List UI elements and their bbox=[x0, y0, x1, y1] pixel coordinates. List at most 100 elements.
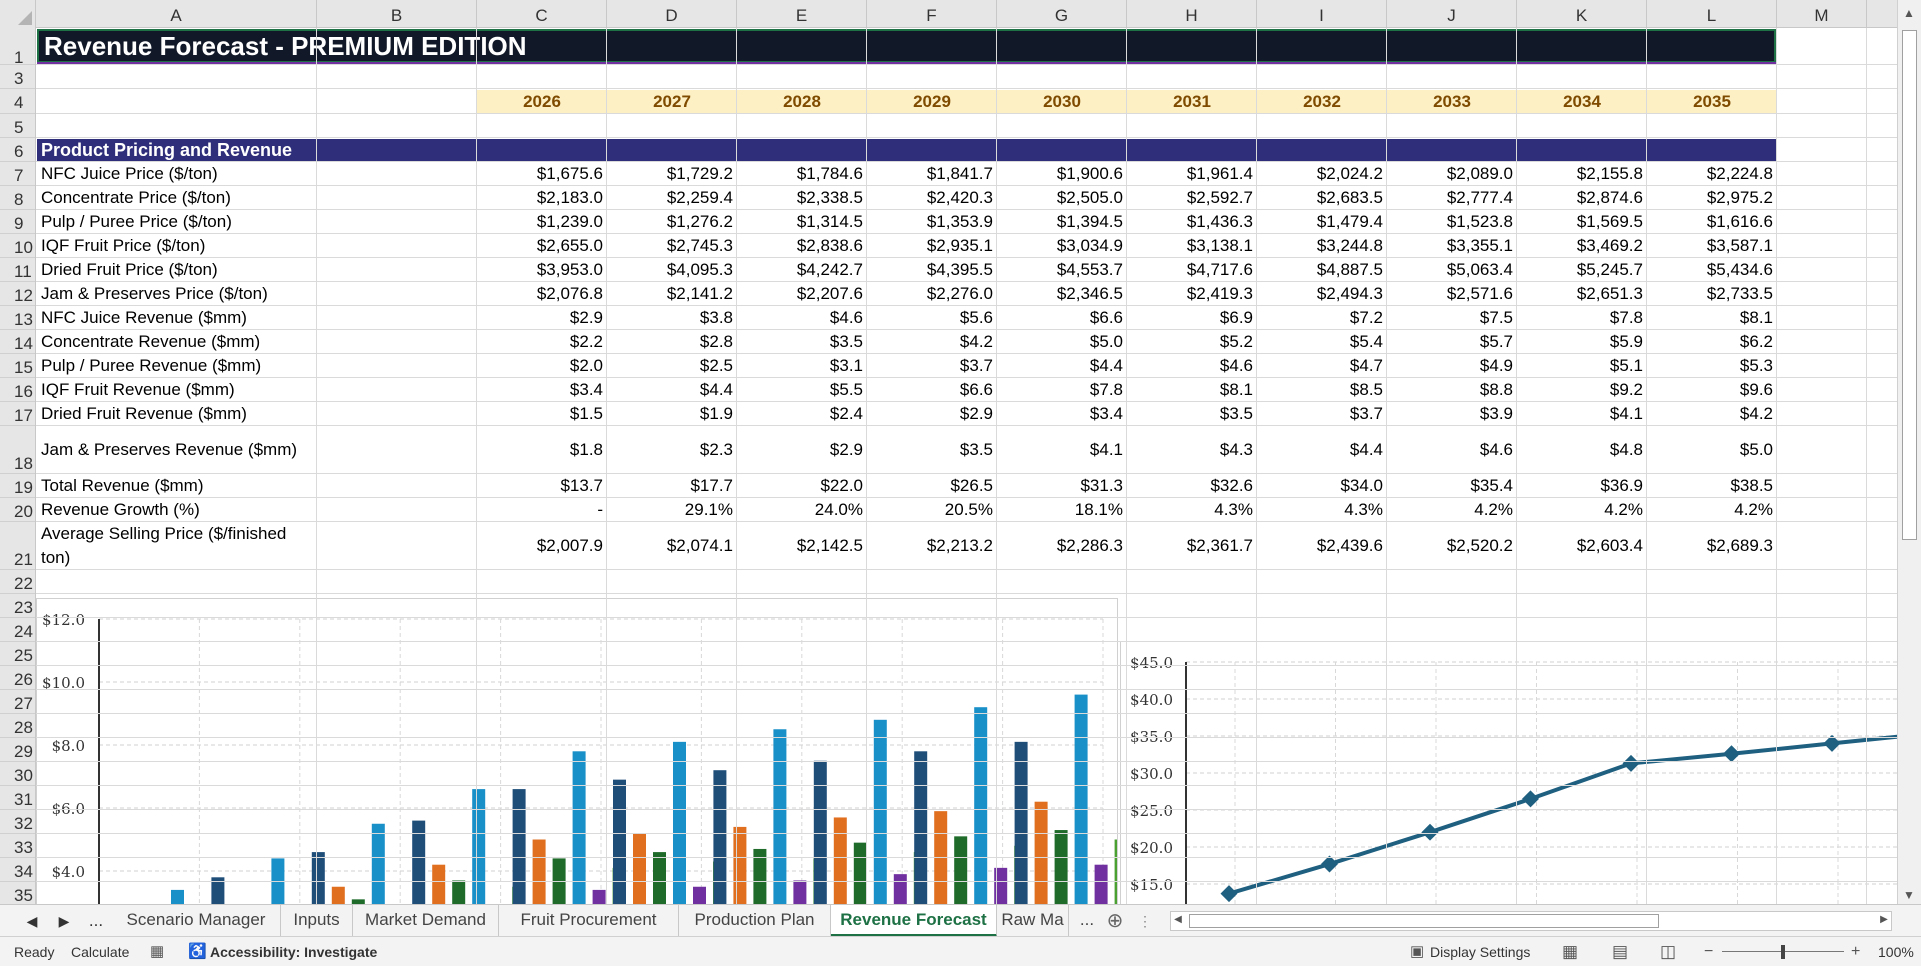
value-cell[interactable]: $2,420.3 bbox=[926, 188, 993, 207]
zoom-in-icon[interactable]: + bbox=[1851, 943, 1861, 960]
value-cell[interactable]: $1.8 bbox=[569, 440, 603, 459]
row-label[interactable]: IQF Fruit Price ($/ton) bbox=[41, 236, 206, 255]
bar-2031-s2[interactable] bbox=[653, 852, 666, 904]
column-header-f[interactable]: F bbox=[867, 0, 997, 28]
tab-splitter-icon[interactable]: ⋮ bbox=[1138, 913, 1152, 929]
value-cell[interactable]: $2,346.5 bbox=[1056, 284, 1123, 303]
value-cell[interactable]: $3,355.1 bbox=[1446, 236, 1513, 255]
value-cell[interactable]: $4,395.5 bbox=[926, 260, 993, 279]
bar-2029-s1[interactable] bbox=[432, 864, 446, 904]
value-cell[interactable]: $2,975.2 bbox=[1706, 188, 1773, 207]
value-cell[interactable]: $2.5 bbox=[699, 356, 733, 375]
value-cell[interactable]: $1,276.2 bbox=[666, 212, 733, 231]
row-header-29[interactable]: 29 bbox=[0, 738, 35, 762]
value-cell[interactable]: $1,675.6 bbox=[536, 164, 603, 183]
value-cell[interactable]: $2,276.0 bbox=[926, 284, 993, 303]
value-cell[interactable]: 4.2% bbox=[1604, 500, 1643, 519]
row-header-21[interactable]: 21 bbox=[0, 522, 35, 570]
row-header-25[interactable]: 25 bbox=[0, 642, 35, 666]
year-header[interactable]: 2031 bbox=[1173, 92, 1211, 111]
bar-2035-s4[interactable] bbox=[1094, 864, 1108, 904]
value-cell[interactable]: $5,245.7 bbox=[1576, 260, 1643, 279]
value-cell[interactable]: $8.8 bbox=[1479, 380, 1513, 399]
column-header-j[interactable]: J bbox=[1387, 0, 1517, 28]
value-cell[interactable]: $6.9 bbox=[1219, 308, 1253, 327]
value-cell[interactable]: $9.6 bbox=[1739, 380, 1773, 399]
value-cell[interactable]: $3.4 bbox=[1089, 404, 1123, 423]
value-cell[interactable]: $2,259.4 bbox=[666, 188, 733, 207]
value-cell[interactable]: $1,239.0 bbox=[536, 212, 603, 231]
value-cell[interactable]: $7.8 bbox=[1089, 380, 1123, 399]
bar-2030-s3[interactable] bbox=[572, 751, 586, 904]
row-label[interactable]: Average Selling Price ($/finished ton) bbox=[41, 524, 287, 567]
value-cell[interactable]: $5.1 bbox=[1609, 356, 1643, 375]
row-header-1[interactable]: 1 bbox=[0, 28, 35, 67]
horizontal-scrollbar[interactable]: ◀ ▶ bbox=[1170, 911, 1892, 931]
value-cell[interactable]: $2.2 bbox=[569, 332, 603, 351]
bar-2028-s3[interactable] bbox=[371, 823, 385, 904]
value-cell[interactable]: $1,900.6 bbox=[1056, 164, 1123, 183]
worksheet-grid[interactable]: Revenue Forecast - PREMIUM EDITION Produ… bbox=[36, 28, 1897, 904]
value-cell[interactable]: $7.5 bbox=[1479, 308, 1513, 327]
value-cell[interactable]: $3,953.0 bbox=[536, 260, 603, 279]
value-cell[interactable]: $3.5 bbox=[829, 332, 863, 351]
column-header-d[interactable]: D bbox=[607, 0, 737, 28]
column-header-h[interactable]: H bbox=[1127, 0, 1257, 28]
value-cell[interactable]: $1,479.4 bbox=[1316, 212, 1383, 231]
value-cell[interactable]: 4.3% bbox=[1214, 500, 1253, 519]
bar-2035-s5[interactable] bbox=[1114, 839, 1117, 905]
value-cell[interactable]: $4.6 bbox=[1219, 356, 1253, 375]
bar-2033-s0[interactable] bbox=[813, 760, 827, 904]
value-cell[interactable]: $31.3 bbox=[1080, 476, 1123, 495]
value-cell[interactable]: $26.5 bbox=[950, 476, 993, 495]
row-header-6[interactable]: 6 bbox=[0, 138, 35, 162]
value-cell[interactable]: $6.6 bbox=[959, 380, 993, 399]
section-header[interactable]: Product Pricing and Revenue bbox=[37, 139, 1776, 162]
page-layout-view-icon[interactable]: ▤ bbox=[1612, 942, 1629, 961]
tab-scroll-left-icon[interactable]: ◀ bbox=[26, 913, 38, 929]
value-cell[interactable]: $3,469.2 bbox=[1576, 236, 1643, 255]
value-cell[interactable]: $4,095.3 bbox=[666, 260, 733, 279]
value-cell[interactable]: $2,520.2 bbox=[1446, 536, 1513, 555]
value-cell[interactable]: $5.0 bbox=[1089, 332, 1123, 351]
value-cell[interactable]: $4.2 bbox=[959, 332, 993, 351]
bar-2027-s0[interactable] bbox=[211, 877, 225, 904]
value-cell[interactable]: $34.0 bbox=[1340, 476, 1383, 495]
row-header-18[interactable]: 18 bbox=[0, 426, 35, 474]
value-cell[interactable]: $3,138.1 bbox=[1186, 236, 1253, 255]
value-cell[interactable]: $4.9 bbox=[1479, 356, 1513, 375]
row-label[interactable]: NFC Juice Price ($/ton) bbox=[41, 164, 218, 183]
bar-2031-s0[interactable] bbox=[613, 779, 626, 904]
sheet-tab-production-plan[interactable]: Production Plan bbox=[679, 905, 831, 937]
value-cell[interactable]: $2.9 bbox=[829, 440, 863, 459]
zoom-out-icon[interactable]: − bbox=[1704, 943, 1714, 960]
column-header-e[interactable]: E bbox=[737, 0, 867, 28]
value-cell[interactable]: $4.4 bbox=[1349, 440, 1383, 459]
row-header-14[interactable]: 14 bbox=[0, 330, 35, 354]
row-header-11[interactable]: 11 bbox=[0, 258, 35, 282]
value-cell[interactable]: $2,007.9 bbox=[536, 536, 603, 555]
value-cell[interactable]: $2,777.4 bbox=[1446, 188, 1513, 207]
bar-2029-s3[interactable] bbox=[472, 789, 486, 904]
scroll-left-arrow-icon[interactable]: ◀ bbox=[1174, 914, 1182, 925]
value-cell[interactable]: $4.7 bbox=[1349, 356, 1383, 375]
value-cell[interactable]: $3.4 bbox=[569, 380, 603, 399]
value-cell[interactable]: $5.2 bbox=[1219, 332, 1253, 351]
value-cell[interactable]: $13.7 bbox=[560, 476, 603, 495]
bar-2032-s0[interactable] bbox=[713, 770, 727, 904]
row-header-33[interactable]: 33 bbox=[0, 834, 35, 858]
value-cell[interactable]: $1,314.5 bbox=[796, 212, 863, 231]
row-header-16[interactable]: 16 bbox=[0, 378, 35, 402]
sheet-tab-revenue-forecast[interactable]: Revenue Forecast bbox=[831, 905, 997, 937]
value-cell[interactable]: $2,683.5 bbox=[1316, 188, 1383, 207]
value-cell[interactable]: $4.4 bbox=[699, 380, 733, 399]
value-cell[interactable]: $7.8 bbox=[1609, 308, 1643, 327]
row-label[interactable]: IQF Fruit Revenue ($mm) bbox=[41, 380, 235, 399]
value-cell[interactable]: $4,242.7 bbox=[796, 260, 863, 279]
value-cell[interactable]: $1,436.3 bbox=[1186, 212, 1253, 231]
value-cell[interactable]: $2,142.5 bbox=[796, 536, 863, 555]
value-cell[interactable]: $2.4 bbox=[829, 404, 863, 423]
bar-2029-s0[interactable] bbox=[412, 820, 426, 904]
year-header[interactable]: 2029 bbox=[913, 92, 951, 111]
bar-2029-s2[interactable] bbox=[452, 880, 466, 904]
